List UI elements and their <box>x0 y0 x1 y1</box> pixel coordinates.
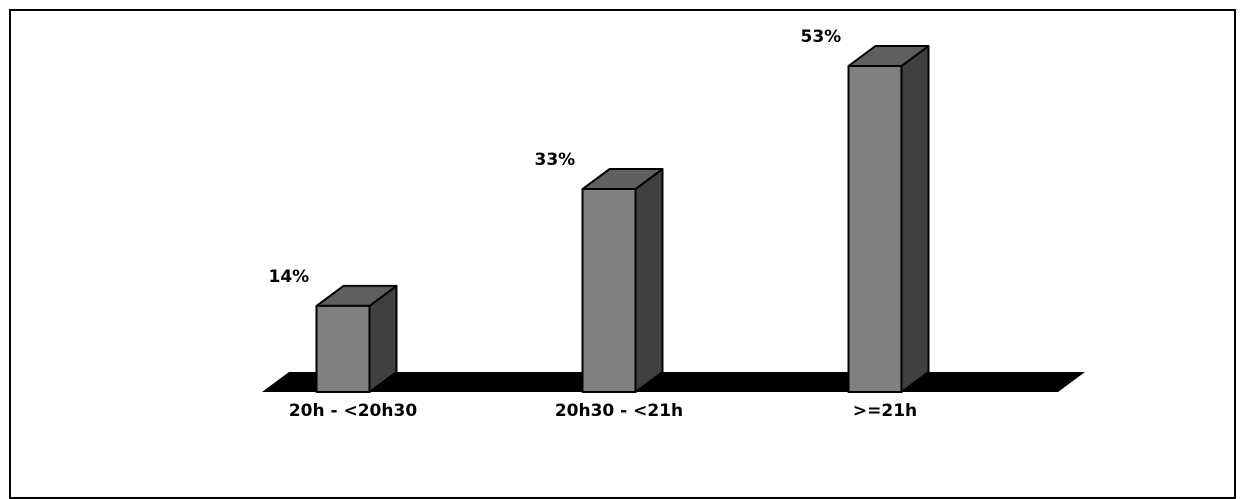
bar-front-face <box>315 304 371 393</box>
bar-side-face <box>900 45 930 393</box>
bar-front-face <box>847 65 903 393</box>
x-tick-label: 20h30 - <21h <box>555 401 683 421</box>
bars-group <box>315 45 930 393</box>
x-tick-label: 20h - <20h30 <box>289 401 417 421</box>
bar-chart: 14% 33% 53% 20h - <20h30 20h30 - <21h >=21h <box>262 27 1085 421</box>
x-tick-label: >=21h <box>853 401 917 421</box>
bar <box>315 284 398 393</box>
bar <box>847 45 930 393</box>
bar-side-face <box>634 168 664 393</box>
bar <box>581 168 664 393</box>
bar-front-face <box>581 188 637 393</box>
x-tick-labels-group: 20h - <20h30 20h30 - <21h >=21h <box>289 401 917 421</box>
data-labels-group: 14% 33% 53% <box>269 27 842 287</box>
data-label: 33% <box>535 150 576 170</box>
data-label: 53% <box>801 27 842 47</box>
data-label: 14% <box>269 267 310 287</box>
